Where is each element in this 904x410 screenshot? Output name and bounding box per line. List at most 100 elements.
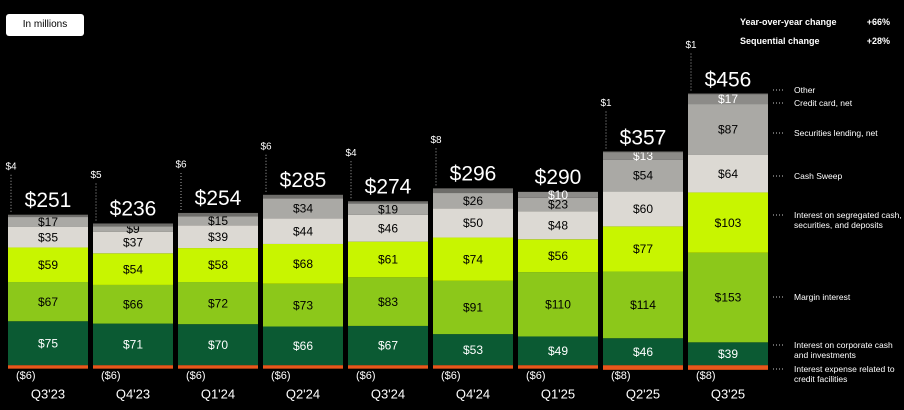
x-tick-label: Q2'25 <box>626 386 660 401</box>
bar-segment <box>263 326 343 366</box>
bar-segment <box>263 243 343 284</box>
data-label: $64 <box>718 167 738 181</box>
bar-segment <box>433 365 513 369</box>
bar-segment <box>178 365 258 369</box>
x-tick-label: Q3'23 <box>31 386 65 401</box>
data-label: $54 <box>633 169 653 183</box>
data-label: ($6) <box>186 370 206 382</box>
bar-segment <box>263 194 343 199</box>
bar-segment <box>178 212 258 217</box>
data-label: $74 <box>463 252 483 266</box>
data-label: $46 <box>633 345 653 359</box>
x-tick-label: Q2'24 <box>286 386 320 401</box>
data-label: $1 <box>685 40 697 51</box>
legend-entry: Interest on segregated cash, securities,… <box>794 210 902 230</box>
bar-segment <box>433 280 513 335</box>
bar-segment <box>688 104 768 155</box>
bar-segment <box>518 191 598 198</box>
bar-segment <box>348 214 428 242</box>
data-label: $103 <box>715 216 742 230</box>
data-label: $87 <box>718 123 738 137</box>
bar-segment <box>348 201 428 204</box>
bar-segment <box>93 284 173 324</box>
data-label: $58 <box>208 258 228 272</box>
bar-segment <box>433 188 513 194</box>
bar-segment <box>178 248 258 283</box>
data-label: $60 <box>633 202 653 216</box>
data-label: $67 <box>38 295 58 309</box>
annotation-value: +28% <box>866 36 890 46</box>
total-label: $251 <box>25 189 72 212</box>
bar-segment <box>93 231 173 254</box>
bar-segment <box>348 365 428 369</box>
bar-segment <box>178 282 258 325</box>
data-label: $35 <box>38 230 58 244</box>
bar-segment <box>8 365 88 369</box>
bar-segment <box>688 342 768 366</box>
total-label: $357 <box>620 127 667 150</box>
bar-segment <box>688 252 768 343</box>
data-label: $39 <box>718 347 738 361</box>
annotation-label: Year-over-year change <box>740 17 837 27</box>
bar-segment <box>518 336 598 366</box>
data-label: $70 <box>208 338 228 352</box>
bar-segment <box>603 191 683 227</box>
legend-entry: Securities lending, net <box>794 128 878 138</box>
data-label: ($8) <box>611 370 631 382</box>
legend-entry: Credit card, net <box>794 98 853 108</box>
bar-segment <box>603 152 683 160</box>
legend-entry: Margin interest <box>794 292 851 302</box>
bar-segment <box>93 323 173 366</box>
data-label: $10 <box>548 188 568 202</box>
data-label: $91 <box>463 301 483 315</box>
data-label: ($6) <box>16 370 36 382</box>
bar-segment <box>263 198 343 219</box>
bar-segment <box>688 154 768 193</box>
data-label: $1 <box>600 98 612 109</box>
data-label: $23 <box>548 198 568 212</box>
bar-segment <box>93 253 173 285</box>
bar-segment <box>688 365 768 370</box>
bar-segment <box>603 271 683 339</box>
total-label: $274 <box>365 175 412 198</box>
bar-segment <box>93 223 173 227</box>
bar-segment <box>518 211 598 240</box>
bar-segment <box>348 241 428 278</box>
legend-entry: Cash Sweep <box>794 171 843 181</box>
data-label: $37 <box>123 236 143 250</box>
data-label: ($6) <box>441 370 461 382</box>
x-tick-label: Q4'23 <box>116 386 150 401</box>
bar-segment <box>433 334 513 366</box>
x-tick-label: Q3'25 <box>711 386 745 401</box>
bar-segment <box>433 208 513 238</box>
data-label: $56 <box>548 249 568 263</box>
data-label: $5 <box>90 170 102 181</box>
data-label: $73 <box>293 298 313 312</box>
total-label: $254 <box>195 187 242 210</box>
data-label: $26 <box>463 194 483 208</box>
unit-note: In millions <box>6 14 84 36</box>
data-label: $59 <box>38 258 58 272</box>
data-label: $77 <box>633 242 653 256</box>
bar-segment <box>603 365 683 370</box>
bar-segment <box>688 93 768 95</box>
data-label: $110 <box>545 297 571 311</box>
data-label: ($8) <box>696 370 716 382</box>
data-label: $61 <box>378 253 398 267</box>
bar-segment <box>8 321 88 366</box>
bar-segment <box>518 197 598 212</box>
bar-segment <box>263 365 343 369</box>
annotation-value: +66% <box>866 17 890 27</box>
data-label: $17 <box>38 215 58 229</box>
bar-segment <box>263 218 343 244</box>
data-label: $67 <box>378 339 398 353</box>
bar-segment <box>603 338 683 366</box>
data-label: $53 <box>463 343 483 357</box>
data-label: $46 <box>378 221 398 235</box>
data-label: $83 <box>378 295 398 309</box>
bar-segment <box>433 237 513 281</box>
data-label: $19 <box>378 202 398 216</box>
bar-segment <box>178 324 258 366</box>
